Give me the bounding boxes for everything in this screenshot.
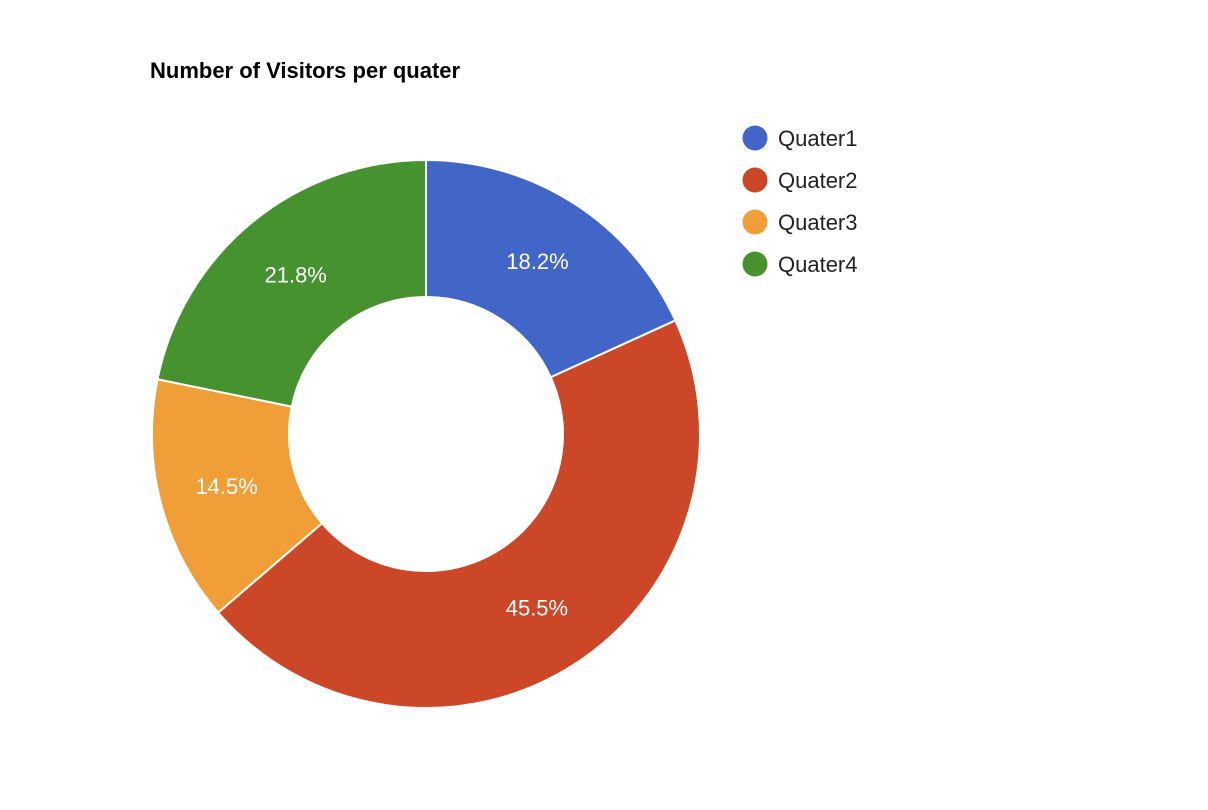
legend-item-quater1[interactable]: Quater1 xyxy=(742,125,858,152)
slice-quater2[interactable] xyxy=(216,319,701,709)
legend-item-quater4[interactable]: Quater4 xyxy=(742,251,858,278)
slice-label-quater2: 45.5% xyxy=(506,596,568,621)
legend-swatch-quater1 xyxy=(742,125,768,151)
legend-label-quater4: Quater4 xyxy=(778,252,858,277)
slice-labels-group: 18.2% 45.5% 14.5% 21.8% xyxy=(195,249,568,621)
legend-swatch-quater3 xyxy=(742,209,768,235)
slice-label-quater3: 14.5% xyxy=(195,474,257,499)
slice-quater4[interactable] xyxy=(156,158,427,408)
legend-label-quater2: Quater2 xyxy=(778,168,858,193)
legend-label-quater3: Quater3 xyxy=(778,210,858,235)
legend: Quater1 Quater2 Quater3 Quater4 xyxy=(742,125,858,278)
slice-quater1[interactable] xyxy=(425,158,677,379)
chart-title: Number of Visitors per quater xyxy=(150,58,461,83)
slices-group xyxy=(151,158,701,709)
legend-item-quater2[interactable]: Quater2 xyxy=(742,167,858,194)
legend-swatch-quater2 xyxy=(742,167,768,193)
slice-label-quater4: 21.8% xyxy=(264,262,326,287)
slice-quater3[interactable] xyxy=(151,378,324,615)
slice-label-quater1: 18.2% xyxy=(506,249,568,274)
legend-label-quater1: Quater1 xyxy=(778,126,858,151)
legend-item-quater3[interactable]: Quater3 xyxy=(742,209,858,236)
legend-swatch-quater4 xyxy=(742,251,768,277)
